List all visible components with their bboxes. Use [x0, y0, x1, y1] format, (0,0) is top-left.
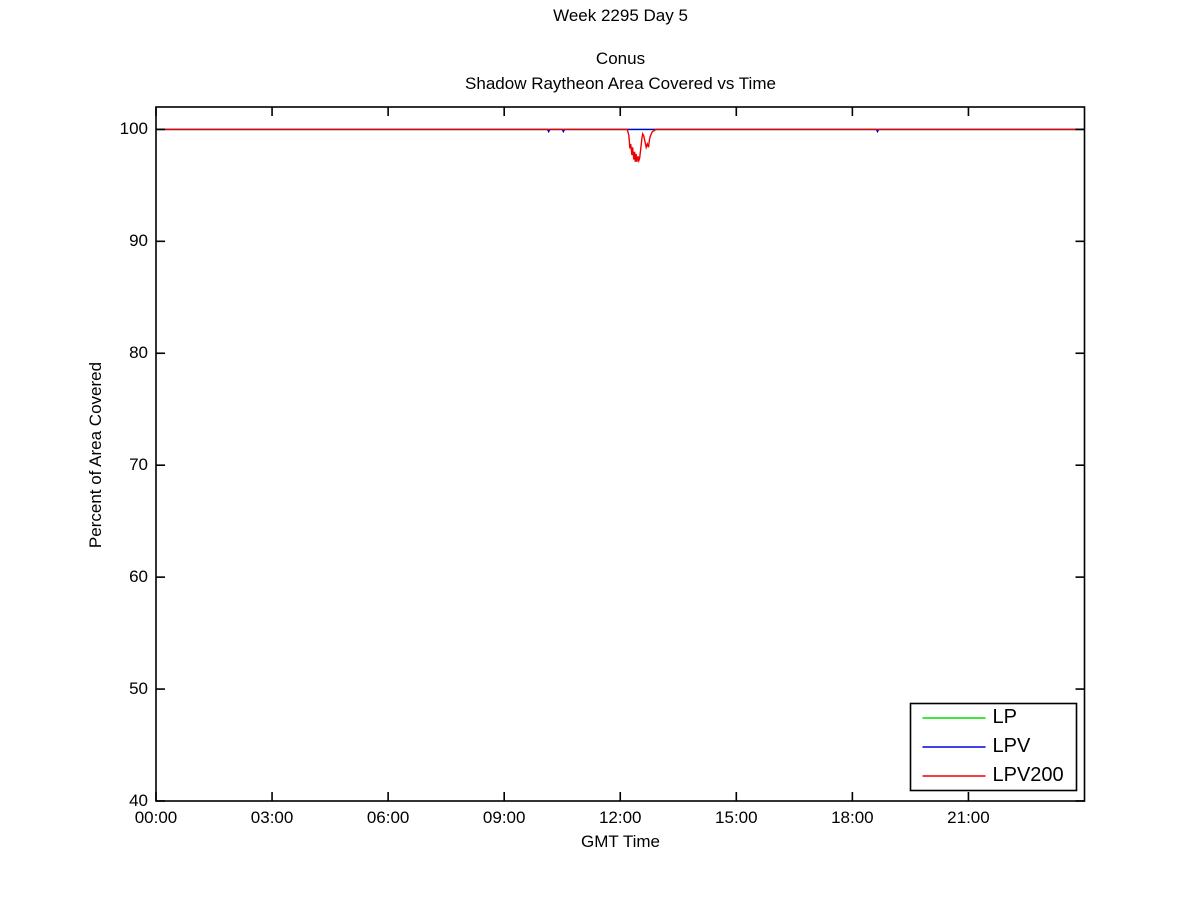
x-tick-label: 18:00 — [831, 808, 874, 827]
y-tick-label: 100 — [119, 119, 148, 139]
x-tick-label: 09:00 — [482, 808, 526, 827]
y-axis-title: Percent of Area Covered — [86, 361, 105, 549]
chart-subtitle: Shadow Raytheon Area Covered vs Time — [465, 74, 776, 93]
x-tick-label: 21:00 — [947, 808, 990, 827]
x-tick-label: 03:00 — [250, 808, 294, 827]
series-line-lpv200 — [156, 128, 1085, 164]
y-tick-label: 90 — [129, 231, 148, 251]
y-tick-label: 60 — [129, 567, 148, 587]
x-tick-label: 00:00 — [134, 808, 178, 827]
x-tick-label: 06:00 — [366, 808, 410, 827]
y-tick-label: 70 — [129, 455, 148, 475]
y-tick-label: 50 — [129, 679, 148, 699]
series-line-lpv — [156, 128, 1085, 134]
legend-label-lpv200: LPV200 — [992, 764, 1064, 786]
plot-box — [155, 106, 1086, 802]
y-tick-label: 80 — [129, 343, 148, 363]
x-tick-label: 15:00 — [715, 808, 758, 827]
x-axis-title: GMT Time — [580, 832, 661, 851]
y-tick-label: 40 — [129, 791, 148, 810]
legend-label-lp: LP — [992, 706, 1017, 728]
chart-title: Conus — [595, 49, 646, 68]
x-tick-label: 12:00 — [598, 808, 642, 827]
figure-suptitle: Week 2295 Day 5 — [553, 6, 688, 25]
legend-label-lpv: LPV — [992, 735, 1031, 757]
